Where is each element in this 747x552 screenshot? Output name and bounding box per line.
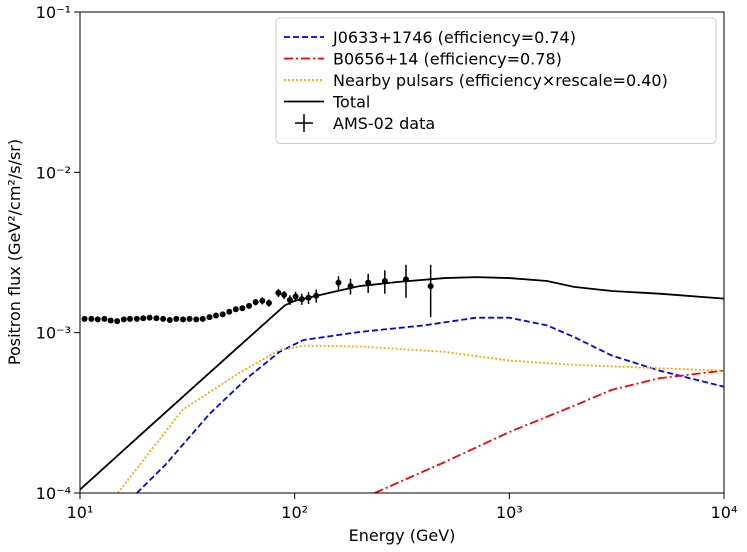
- data-point: [232, 306, 239, 313]
- data-point: [286, 296, 293, 303]
- data-point: [173, 315, 180, 322]
- data-point: [219, 311, 226, 318]
- data-point: [114, 318, 121, 325]
- data-point: [305, 294, 312, 301]
- data-point: [212, 312, 219, 319]
- data-point: [107, 317, 114, 324]
- series-layer: [80, 264, 724, 493]
- x-axis-label: Energy (GeV): [349, 526, 456, 545]
- legend-box: [275, 17, 717, 144]
- y-tick-label: 10⁻¹: [36, 3, 71, 22]
- data-point: [402, 276, 409, 283]
- data-point: [120, 316, 127, 323]
- data-point: [153, 315, 160, 322]
- data-point: [81, 315, 88, 322]
- legend-label: B0656+14 (efficiency=0.78): [333, 50, 562, 69]
- y-tick-label: 10⁻⁴: [36, 484, 71, 503]
- legend-label: Nearby pulsars (efficiency×rescale=0.40): [333, 71, 668, 90]
- data-point: [160, 315, 167, 322]
- legend-label: Total: [332, 93, 370, 112]
- data-point: [292, 293, 299, 300]
- legend: J0633+1746 (efficiency=0.74) B0656+14 (ef…: [275, 17, 717, 144]
- data-point: [186, 315, 193, 322]
- data-point: [127, 315, 134, 322]
- data-point: [365, 279, 372, 286]
- y-tick-label: 10⁻²: [36, 163, 71, 182]
- data-point: [140, 315, 147, 322]
- y-axis-label: Positron flux (GeV²/cm²/s/sr): [5, 139, 24, 365]
- plot-frame: [79, 11, 725, 494]
- data-point: [298, 296, 305, 303]
- data-point: [252, 299, 259, 306]
- data-point: [275, 289, 282, 296]
- series-line: [374, 369, 724, 493]
- data-point: [259, 297, 266, 304]
- data-point: [206, 314, 213, 321]
- data-point: [101, 315, 108, 322]
- data-point: [226, 308, 233, 315]
- x-tick-label: 10³: [496, 503, 523, 522]
- data-point: [335, 279, 342, 286]
- data-point: [180, 316, 187, 323]
- legend-label: J0633+1746 (efficiency=0.74): [332, 28, 576, 47]
- data-point: [146, 314, 153, 321]
- data-point: [193, 316, 200, 323]
- series-line: [80, 276, 724, 491]
- data-point: [166, 316, 173, 323]
- data-point: [313, 292, 320, 299]
- data-point: [265, 300, 272, 307]
- series-line: [136, 316, 724, 493]
- data-point: [347, 283, 354, 290]
- data-point: [381, 278, 388, 285]
- y-tick-label: 10⁻³: [36, 324, 71, 343]
- legend-label: AMS-02 data: [333, 114, 435, 133]
- data-point: [427, 283, 434, 290]
- data-point: [199, 315, 206, 322]
- data-point: [239, 305, 246, 312]
- data-point: [94, 316, 101, 323]
- data-point: [281, 291, 288, 298]
- data-point: [133, 315, 140, 322]
- data-point: [88, 315, 95, 322]
- plot-content: [80, 264, 724, 493]
- x-tick-label: 10¹: [67, 503, 94, 522]
- x-tick-label: 10⁴: [711, 503, 738, 522]
- data-point: [246, 302, 253, 309]
- x-tick-label: 10²: [281, 503, 308, 522]
